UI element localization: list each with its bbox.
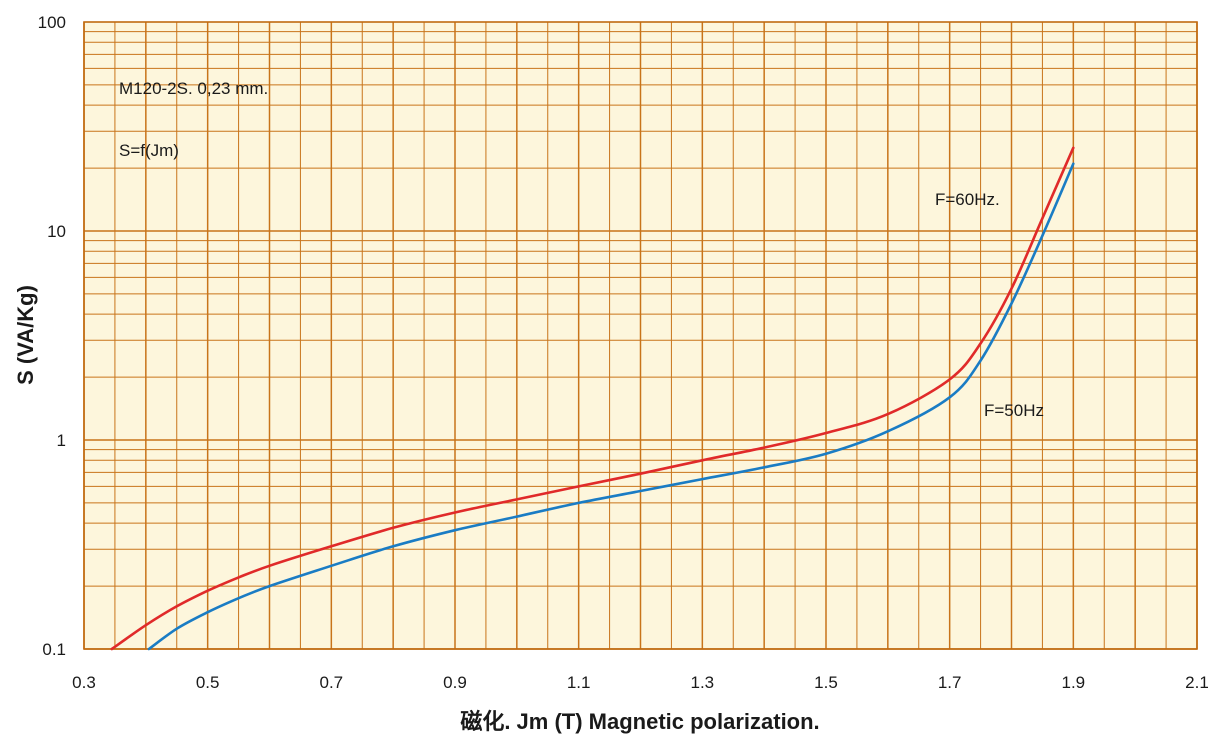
- y-tick-labels: 0.1 1 10 100: [38, 13, 66, 659]
- series-line-1: [147, 162, 1075, 651]
- x-tick-label: 1.7: [938, 673, 962, 692]
- x-tick-label: 1.1: [567, 673, 591, 692]
- plot-frame: [83, 21, 1198, 650]
- y-tick-label: 100: [38, 13, 66, 32]
- x-tick-label: 0.3: [72, 673, 96, 692]
- y-tick-label: 1: [57, 431, 66, 450]
- legend-label-60hz: F=60Hz.: [935, 190, 1000, 209]
- x-tick-label: 1.5: [814, 673, 838, 692]
- series-group: [110, 146, 1075, 651]
- x-tick-label: 2.1: [1185, 673, 1209, 692]
- x-tick-labels: 0.3 0.5 0.7 0.9 1.1 1.3 1.5 1.7 1.9 2.1: [72, 673, 1209, 692]
- series-line-0: [110, 146, 1075, 651]
- y-axis-title: S (VA/Kg): [13, 285, 38, 385]
- x-axis-title: 磁化. Jm (T) Magnetic polarization.: [460, 709, 819, 734]
- x-tick-label: 0.7: [320, 673, 344, 692]
- x-tick-label: 0.5: [196, 673, 220, 692]
- x-tick-label: 1.3: [691, 673, 715, 692]
- annotation-material: M120-2S. 0,23 mm.: [119, 79, 268, 98]
- x-tick-label: 0.9: [443, 673, 467, 692]
- y-tick-label: 10: [47, 222, 66, 241]
- x-tick-label: 1.9: [1062, 673, 1086, 692]
- grid: [83, 22, 1198, 650]
- annotation-formula: S=f(Jm): [119, 141, 179, 160]
- legend-label-50hz: F=50Hz: [984, 401, 1044, 420]
- y-tick-label: 0.1: [42, 640, 66, 659]
